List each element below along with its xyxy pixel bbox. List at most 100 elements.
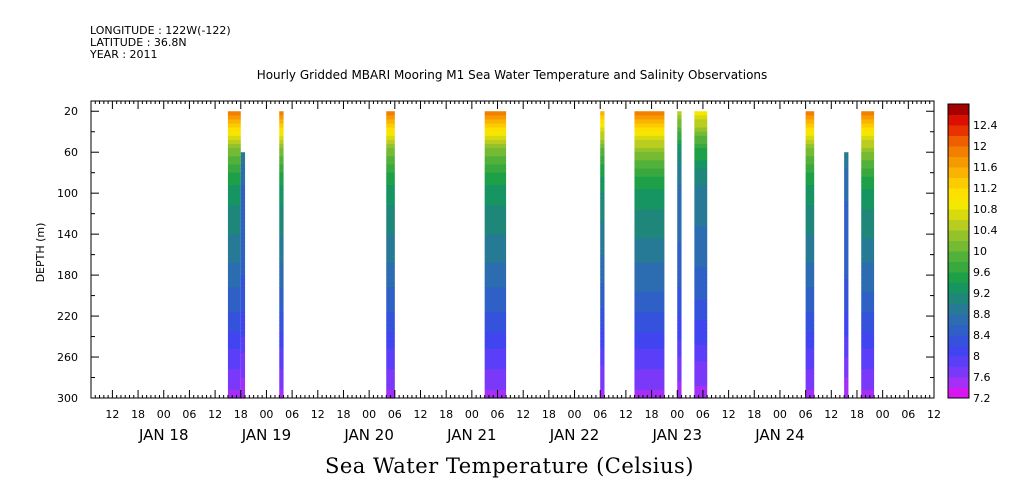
data-cell [227, 193, 241, 198]
data-cell [484, 361, 507, 366]
data-cell [600, 299, 605, 305]
data-cell [677, 340, 682, 346]
data-cell [279, 205, 284, 211]
data-cell [484, 283, 507, 288]
data-cell [279, 266, 284, 272]
data-cell [861, 111, 875, 116]
data-cell [805, 184, 815, 190]
data-cell [634, 225, 665, 231]
data-cell [600, 238, 605, 243]
x-day-label: JAN 22 [549, 426, 600, 444]
y-tick-label: 140 [57, 228, 78, 241]
data-cell [227, 148, 241, 153]
data-cell [600, 205, 605, 211]
data-cell [386, 123, 395, 129]
data-cell [279, 160, 284, 166]
data-cell [240, 221, 246, 227]
data-segment [861, 111, 875, 399]
data-cell [861, 311, 875, 317]
data-cell [227, 144, 241, 149]
data-cell [694, 332, 708, 338]
colorbar-swatch [948, 209, 969, 220]
data-cell [386, 279, 395, 284]
data-cell [279, 148, 284, 153]
data-cell [634, 357, 665, 362]
data-cell [805, 230, 815, 235]
data-cell [634, 197, 665, 202]
data-cell [844, 373, 849, 379]
data-cell [484, 152, 507, 157]
x-day-label: JAN 20 [343, 426, 394, 444]
data-cell [227, 180, 241, 186]
data-cell [634, 271, 665, 276]
data-cell [227, 348, 241, 354]
data-cell [634, 156, 665, 161]
data-cell [677, 201, 682, 207]
data-cell [634, 144, 665, 149]
data-cell [861, 115, 875, 121]
data-cell [694, 230, 708, 235]
data-cell [600, 131, 605, 137]
data-cell [484, 127, 507, 133]
data-cell [279, 373, 284, 379]
data-cell [240, 307, 246, 313]
data-cell [844, 271, 849, 276]
x-hour-tick-label: 18 [542, 408, 556, 421]
data-segment [805, 111, 815, 399]
plot-frame [90, 100, 935, 399]
colorbar-swatch [948, 293, 969, 304]
data-cell [805, 156, 815, 161]
data-cell [386, 254, 395, 260]
data-cell [240, 389, 246, 395]
data-cell [694, 266, 708, 272]
data-cell [634, 299, 665, 305]
data-cell [227, 209, 241, 215]
data-cell [279, 344, 284, 350]
data-cell [805, 205, 815, 211]
data-cell [634, 303, 665, 309]
data-cell [386, 377, 395, 383]
data-cell [861, 152, 875, 157]
data-cell [240, 156, 246, 161]
data-cell [240, 234, 246, 239]
data-cell [279, 176, 284, 182]
data-cell [805, 127, 815, 133]
data-cell [677, 348, 682, 354]
data-cell [677, 389, 682, 395]
data-segment [844, 152, 849, 399]
data-cell [861, 275, 875, 280]
data-cell [694, 303, 708, 309]
data-cell [861, 328, 875, 334]
x-hour-tick-label: 00 [568, 408, 582, 421]
data-cell [805, 176, 815, 182]
data-cell [844, 332, 849, 338]
data-cell [634, 127, 665, 133]
data-cell [600, 160, 605, 166]
data-cell [677, 275, 682, 280]
data-cell [484, 328, 507, 334]
data-cell [279, 242, 284, 248]
data-cell [805, 320, 815, 325]
data-cell [386, 238, 395, 243]
data-cell [634, 295, 665, 301]
data-cell [677, 127, 682, 133]
data-cell [227, 299, 241, 305]
data-cell [805, 164, 815, 170]
data-cell [694, 144, 708, 149]
data-cell [844, 262, 849, 268]
data-cell [279, 303, 284, 309]
data-cell [677, 238, 682, 243]
data-cell [240, 291, 246, 297]
data-cell [634, 332, 665, 338]
data-cell [861, 189, 875, 194]
data-cell [805, 254, 815, 260]
data-cell [634, 283, 665, 288]
x-day-label: JAN 24 [754, 426, 805, 444]
data-cell [386, 348, 395, 354]
data-cell [600, 193, 605, 198]
data-cell [844, 217, 849, 223]
data-cell [677, 361, 682, 366]
colorbar-swatch [948, 251, 969, 262]
data-cell [694, 348, 708, 354]
data-cell [677, 221, 682, 227]
